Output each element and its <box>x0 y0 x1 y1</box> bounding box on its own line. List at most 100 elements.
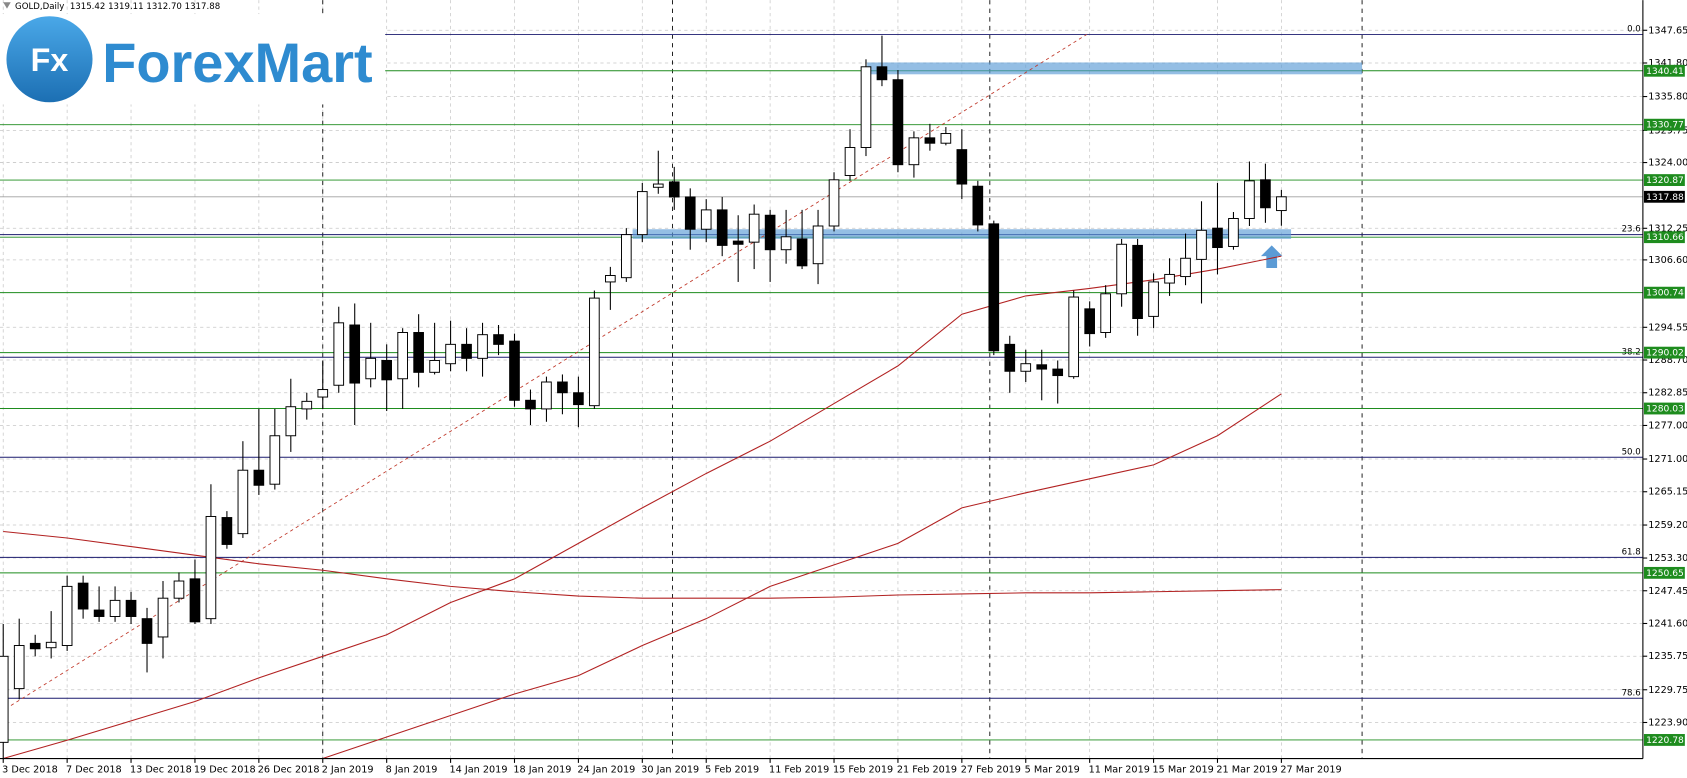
candle-body <box>668 181 680 198</box>
candle-body <box>317 389 329 398</box>
level-label: 1320.87 <box>1646 176 1684 186</box>
candle-body <box>1036 364 1048 370</box>
candle-body <box>796 238 808 267</box>
candle-body <box>125 599 137 617</box>
candle-body <box>892 79 904 166</box>
candle-body <box>860 66 872 148</box>
fib-label: 61.8 <box>1622 547 1641 557</box>
candle-body <box>349 324 361 384</box>
moving-average <box>3 255 1282 760</box>
candle-body <box>285 406 297 437</box>
candle-body <box>573 392 584 406</box>
candle-body <box>956 149 968 185</box>
candle-body <box>269 435 281 485</box>
fib-label: 0.0 <box>1627 25 1641 35</box>
candle-body <box>541 381 552 410</box>
y-tick-label: 1259.20 <box>1648 520 1687 531</box>
candle-body <box>333 322 345 386</box>
level-label-box <box>1643 118 1685 131</box>
level-label: 1290.02 <box>1646 349 1684 359</box>
candle-body <box>397 332 408 380</box>
candle-body <box>1260 179 1271 209</box>
y-tick-label: 1306.60 <box>1648 255 1687 266</box>
level-label-box <box>1643 64 1685 77</box>
candle-body <box>908 137 920 166</box>
candle-body <box>652 183 664 188</box>
x-tick-label: 5 Mar 2019 <box>1025 764 1080 775</box>
header-icon <box>3 2 11 9</box>
level-label-box <box>1643 402 1685 415</box>
x-tick-label: 7 Dec 2018 <box>66 764 122 775</box>
candle-body <box>61 585 73 647</box>
y-tick-label: 1223.90 <box>1648 717 1687 728</box>
y-tick-label: 1277.00 <box>1648 420 1687 431</box>
candle-body <box>700 209 712 230</box>
highlight-zones <box>632 62 1363 268</box>
candle-body <box>940 133 952 144</box>
candle-body <box>1180 257 1191 278</box>
candle-body <box>77 582 89 610</box>
level-label-box <box>1643 566 1685 579</box>
candle-body <box>812 225 824 265</box>
y-tick-label: 1241.60 <box>1648 618 1687 629</box>
price-label: 1317.88 <box>1646 193 1684 203</box>
candle-body <box>413 332 424 373</box>
x-tick-label: 11 Feb 2019 <box>769 764 829 775</box>
candle-body <box>445 343 456 365</box>
candle-body <box>429 359 440 373</box>
candle-body <box>1196 229 1207 260</box>
candle-body <box>684 196 696 230</box>
candle-body <box>493 334 504 345</box>
candle-body <box>557 381 568 394</box>
x-tick-label: 30 Jan 2019 <box>641 764 699 775</box>
candle-body <box>1164 273 1175 284</box>
logo-name: ForexMart <box>102 31 372 94</box>
x-tick-label: 14 Jan 2019 <box>450 764 508 775</box>
candle-body <box>221 517 233 545</box>
level-label: 1300.74 <box>1646 289 1684 299</box>
candle-body <box>748 213 760 243</box>
candle-body <box>1052 368 1064 377</box>
x-tick-label: 5 Feb 2019 <box>705 764 759 775</box>
y-tick-label: 1341.80 <box>1648 58 1687 69</box>
x-tick-label: 18 Jan 2019 <box>513 764 571 775</box>
chart-header: GOLD,Daily 1315.42 1319.11 1312.70 1317.… <box>15 2 220 12</box>
candle-body <box>1004 343 1016 372</box>
x-tick-label: 15 Mar 2019 <box>1152 764 1213 775</box>
y-tick-label: 1282.85 <box>1648 388 1687 399</box>
level-label-box <box>1643 231 1685 244</box>
x-tick-label: 3 Dec 2018 <box>2 764 58 775</box>
candle-body <box>716 209 728 246</box>
candle-body <box>381 359 393 381</box>
level-label: 1280.03 <box>1646 405 1684 415</box>
y-tick-label: 1329.75 <box>1648 125 1687 136</box>
axes <box>0 0 1644 760</box>
x-tick-label: 21 Mar 2019 <box>1216 764 1277 775</box>
candle-body <box>205 515 217 620</box>
zone <box>867 62 1363 75</box>
moving-average <box>322 393 1282 760</box>
candle-body <box>1068 296 1080 378</box>
candle-body <box>477 334 488 359</box>
level-label: 1250.65 <box>1646 569 1684 579</box>
candle-body <box>461 343 472 359</box>
level-label: 1330.77 <box>1646 121 1684 131</box>
level-label-box <box>1643 734 1685 746</box>
y-tick-label: 1335.80 <box>1648 92 1687 103</box>
candle-body <box>589 297 600 407</box>
candle-body <box>141 618 153 644</box>
candle-body <box>621 234 632 279</box>
candle-body <box>780 236 792 251</box>
x-tick-label: 2 Jan 2019 <box>322 764 374 775</box>
zone <box>632 229 1292 239</box>
y-tick-label: 1253.30 <box>1648 553 1687 564</box>
y-tick-label: 1235.75 <box>1648 651 1687 662</box>
y-tick-label: 1265.15 <box>1648 487 1687 498</box>
candle-body <box>876 66 888 81</box>
candle-body <box>1084 308 1095 335</box>
y-tick-label: 1347.65 <box>1648 25 1687 36</box>
candle-body <box>45 641 57 649</box>
price-label-box <box>1643 190 1685 203</box>
candle-body <box>1276 196 1287 212</box>
